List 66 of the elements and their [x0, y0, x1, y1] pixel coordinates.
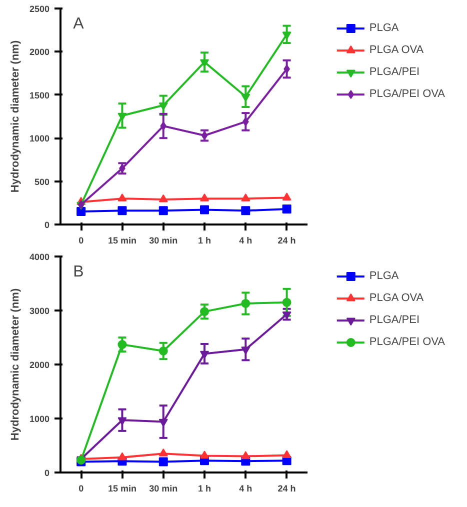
point: [158, 457, 168, 466]
point: [241, 193, 250, 202]
point: [158, 194, 168, 202]
y-tick-label: 2000: [29, 360, 50, 370]
x-tick-label: 24 h: [278, 484, 296, 494]
point: [76, 207, 86, 216]
point: [118, 206, 127, 216]
point: [241, 346, 250, 354]
point: [241, 206, 250, 216]
legend-label: PLGA: [369, 270, 399, 282]
y-tick-label: 2000: [29, 47, 50, 58]
legend-label: PLGA OVA: [369, 44, 424, 56]
point: [200, 205, 210, 214]
point: [200, 307, 210, 316]
point: [241, 298, 250, 308]
point: [118, 193, 127, 202]
point: [158, 102, 168, 110]
point: [160, 122, 167, 131]
y-tick-label: 3000: [29, 306, 50, 316]
point: [242, 117, 249, 126]
point: [158, 418, 168, 427]
legend-label: PLGA/PEI OVA: [369, 336, 445, 348]
x-tick-label: 15 min: [108, 236, 136, 246]
point: [158, 346, 168, 356]
point: [158, 448, 168, 456]
x-tick-label: 4 h: [239, 484, 252, 494]
x-tick-label: 1 h: [198, 484, 212, 494]
point: [282, 450, 292, 458]
x-tick-label: 1 h: [198, 236, 212, 246]
y-tick-label: 1500: [29, 90, 50, 100]
point: [158, 206, 168, 216]
point: [118, 452, 127, 460]
chart-title: B: [73, 264, 84, 280]
point: [282, 204, 292, 214]
point: [118, 340, 127, 350]
point: [282, 298, 292, 307]
x-tick-label: 0: [78, 236, 84, 246]
y-tick-label: 0: [44, 468, 50, 478]
x-tick-label: 24 h: [278, 236, 296, 246]
chart-title: A: [73, 16, 84, 32]
x-tick-label: 15 min: [108, 484, 136, 494]
legend-label: PLGA: [369, 22, 399, 34]
y-tick-label: 1000: [29, 134, 50, 144]
point: [118, 417, 127, 426]
y-axis-title: Hydrodynamic diameter (nm): [9, 288, 22, 441]
y-tick-label: 2500: [29, 4, 50, 14]
point: [118, 112, 127, 121]
point: [241, 451, 250, 460]
point: [200, 450, 210, 459]
x-tick-label: 30 min: [149, 236, 178, 246]
legend-label: PLGA/PEI: [369, 314, 420, 326]
point: [282, 32, 292, 40]
y-tick-label: 500: [34, 176, 50, 187]
x-tick-label: 0: [78, 484, 84, 494]
legend-label: PLGA/PEI: [369, 66, 420, 78]
y-axis-title: Hydrodynamic diameter (nm): [9, 40, 22, 193]
point: [200, 193, 210, 202]
legend-label: PLGA/PEI OVA: [369, 88, 445, 100]
point: [241, 94, 250, 102]
x-tick-label: 4 h: [239, 236, 252, 246]
y-tick-label: 0: [44, 220, 50, 230]
y-tick-label: 4000: [29, 252, 50, 262]
y-tick-label: 1000: [29, 414, 50, 424]
x-tick-label: 30 min: [149, 484, 178, 494]
point: [282, 192, 292, 201]
legend-label: PLGA OVA: [369, 292, 424, 304]
